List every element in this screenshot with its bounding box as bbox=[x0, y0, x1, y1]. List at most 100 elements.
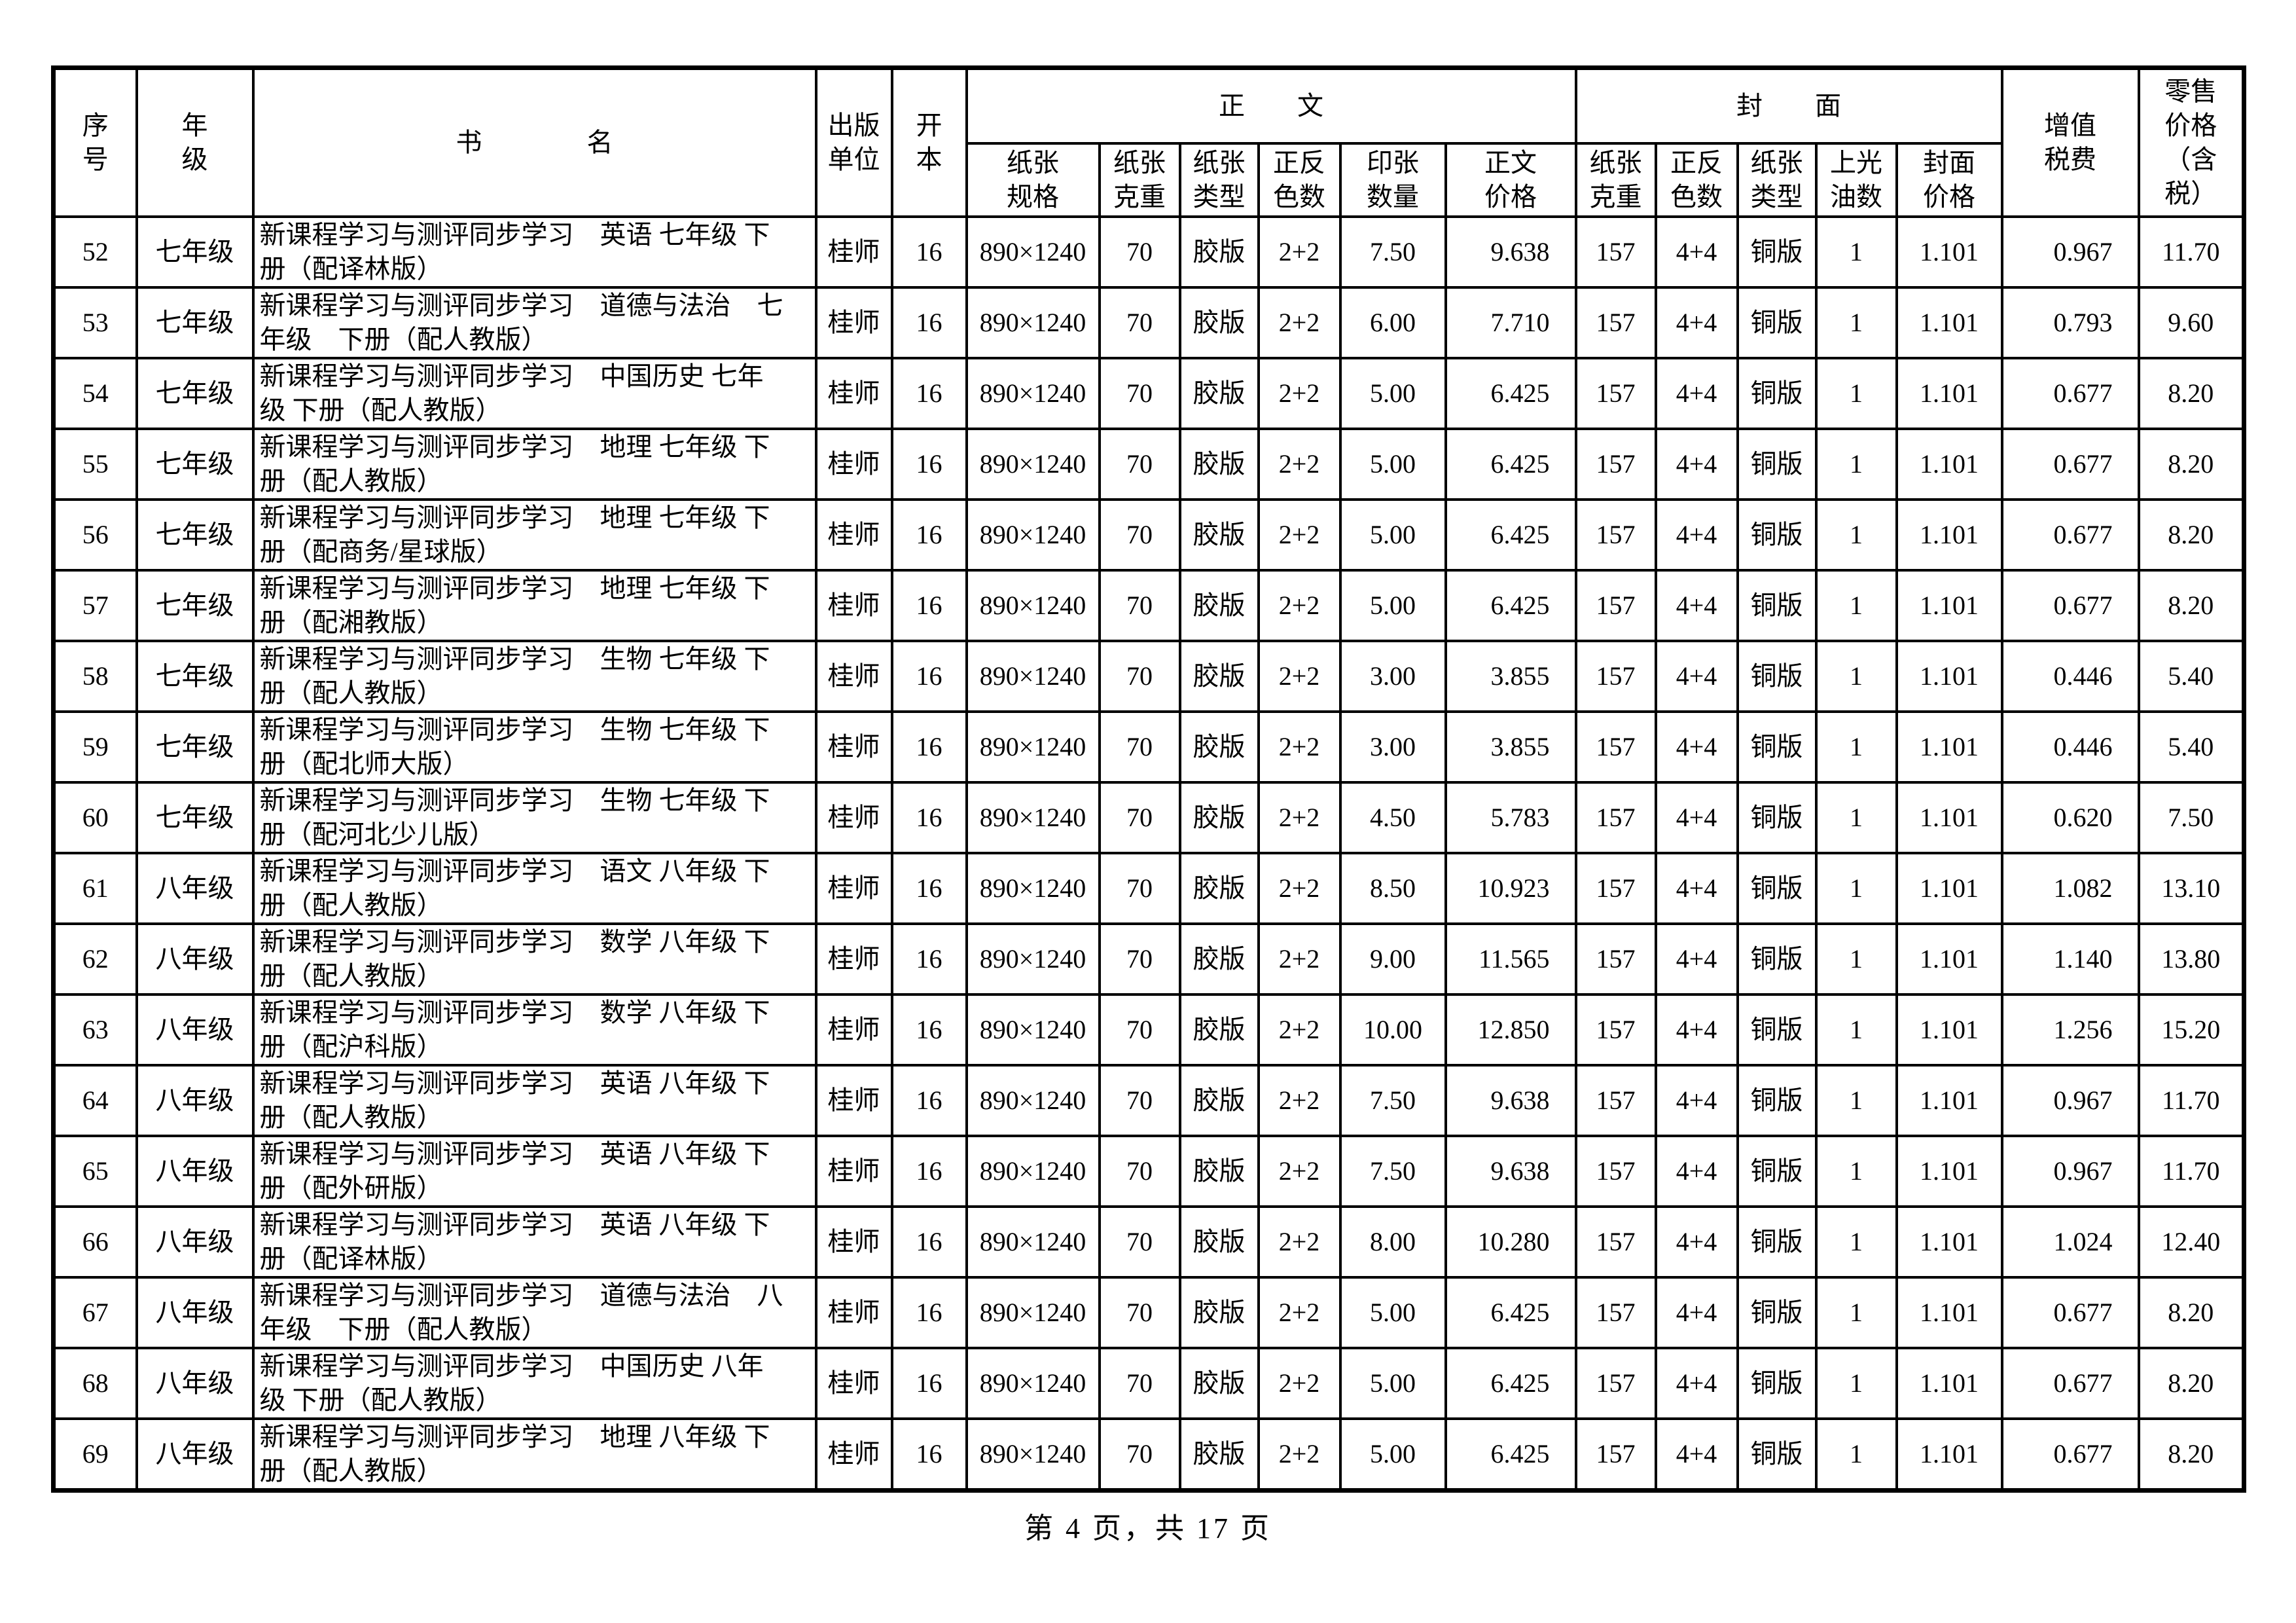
cell-publisher: 桂师 bbox=[814, 357, 893, 430]
cell-cover-varnish-count: 1 bbox=[1814, 1417, 1898, 1492]
cell-cover-paper-type: 铜版 bbox=[1736, 1417, 1818, 1492]
cell-publisher: 桂师 bbox=[814, 640, 893, 713]
cell-cover-paper-type: 铜版 bbox=[1736, 357, 1818, 430]
cell-grade: 七年级 bbox=[135, 781, 255, 854]
header-book-name: 书 名 bbox=[251, 66, 817, 218]
cell-cover-paper-weight: 157 bbox=[1574, 993, 1657, 1067]
table-row: 67 八年级 新课程学习与测评同步学习 道德与法治 八 年级 下册（配人教版） 桂师 1… bbox=[52, 1276, 2246, 1349]
cell-cover-color-count: 4+4 bbox=[1654, 852, 1739, 925]
cell-retail-price: 5.40 bbox=[2137, 640, 2246, 713]
cell-cover-paper-type: 铜版 bbox=[1736, 1064, 1818, 1137]
cell-vat: 0.677 bbox=[2000, 498, 2140, 572]
cell-text-color-count: 2+2 bbox=[1257, 1064, 1342, 1137]
cell-vat: 0.967 bbox=[2000, 1135, 2140, 1208]
cell-text-color-count: 2+2 bbox=[1257, 710, 1342, 784]
cell-text-paper-type: 胶版 bbox=[1178, 357, 1260, 430]
cell-text-color-count: 2+2 bbox=[1257, 1205, 1342, 1279]
cell-text-paper-type: 胶版 bbox=[1178, 710, 1260, 784]
cell-retail-price: 5.40 bbox=[2137, 710, 2246, 784]
cell-book-name: 新课程学习与测评同步学习 地理 七年级 下 册（配湘教版） bbox=[251, 569, 817, 642]
cell-vat: 0.793 bbox=[2000, 286, 2140, 359]
cell-text-paper-weight: 70 bbox=[1098, 1205, 1181, 1279]
cell-text-paper-weight: 70 bbox=[1098, 498, 1181, 572]
cell-cover-color-count: 4+4 bbox=[1654, 1417, 1739, 1492]
cell-retail-price: 8.20 bbox=[2137, 428, 2246, 501]
cell-text-price: 9.638 bbox=[1444, 1064, 1577, 1137]
cell-format: 16 bbox=[890, 852, 968, 925]
cell-cover-paper-weight: 157 bbox=[1574, 1276, 1657, 1349]
cell-grade: 七年级 bbox=[135, 640, 255, 713]
cell-text-paper-type: 胶版 bbox=[1178, 286, 1260, 359]
cell-publisher: 桂师 bbox=[814, 993, 893, 1067]
cell-text-paper-type: 胶版 bbox=[1178, 1276, 1260, 1349]
cell-text-price: 7.710 bbox=[1444, 286, 1577, 359]
cell-text-sheet-count: 3.00 bbox=[1338, 640, 1447, 713]
cell-text-paper-type: 胶版 bbox=[1178, 1205, 1260, 1279]
cell-text-paper-spec: 890×1240 bbox=[965, 498, 1101, 572]
cell-cover-varnish-count: 1 bbox=[1814, 1276, 1898, 1349]
cell-cover-paper-type: 铜版 bbox=[1736, 215, 1818, 289]
table-row: 53 七年级 新课程学习与测评同步学习 道德与法治 七 年级 下册（配人教版） 桂师 1… bbox=[52, 286, 2246, 359]
header-serial: 序 号 bbox=[52, 66, 138, 218]
cell-text-paper-type: 胶版 bbox=[1178, 1347, 1260, 1420]
cell-vat: 1.024 bbox=[2000, 1205, 2140, 1279]
cell-cover-paper-type: 铜版 bbox=[1736, 710, 1818, 784]
cell-publisher: 桂师 bbox=[814, 498, 893, 572]
cell-vat: 1.082 bbox=[2000, 852, 2140, 925]
cell-cover-paper-type: 铜版 bbox=[1736, 922, 1818, 996]
cell-cover-paper-weight: 157 bbox=[1574, 640, 1657, 713]
cell-text-color-count: 2+2 bbox=[1257, 1276, 1342, 1349]
cell-text-color-count: 2+2 bbox=[1257, 215, 1342, 289]
cell-text-sheet-count: 7.50 bbox=[1338, 1135, 1447, 1208]
cell-cover-varnish-count: 1 bbox=[1814, 1347, 1898, 1420]
cell-book-name: 新课程学习与测评同步学习 生物 七年级 下 册（配人教版） bbox=[251, 640, 817, 713]
cell-cover-paper-weight: 157 bbox=[1574, 710, 1657, 784]
cell-serial: 67 bbox=[52, 1276, 138, 1349]
cell-serial: 60 bbox=[52, 781, 138, 854]
cell-serial: 68 bbox=[52, 1347, 138, 1420]
cell-text-paper-type: 胶版 bbox=[1178, 498, 1260, 572]
cell-book-name: 新课程学习与测评同步学习 道德与法治 七 年级 下册（配人教版） bbox=[251, 286, 817, 359]
header-text-group: 正 文 bbox=[965, 66, 1577, 145]
header-row-groups: 序 号 年 级 书 名 出版 单位 开 本 正 文 封 面 增值 税费 零售 价… bbox=[52, 66, 2246, 218]
cell-text-price: 11.565 bbox=[1444, 922, 1577, 996]
cell-text-price: 6.425 bbox=[1444, 569, 1577, 642]
cell-publisher: 桂师 bbox=[814, 569, 893, 642]
cell-cover-color-count: 4+4 bbox=[1654, 286, 1739, 359]
cell-serial: 62 bbox=[52, 922, 138, 996]
cell-book-name: 新课程学习与测评同步学习 地理 八年级 下 册（配人教版） bbox=[251, 1417, 817, 1492]
cell-text-color-count: 2+2 bbox=[1257, 1417, 1342, 1492]
table-row: 63 八年级 新课程学习与测评同步学习 数学 八年级 下 册（配沪科版） 桂师 16 89… bbox=[52, 993, 2246, 1067]
cell-cover-color-count: 4+4 bbox=[1654, 215, 1739, 289]
cell-text-sheet-count: 5.00 bbox=[1338, 569, 1447, 642]
cell-serial: 52 bbox=[52, 215, 138, 289]
cell-cover-price: 1.101 bbox=[1895, 357, 2003, 430]
cell-vat: 0.967 bbox=[2000, 1064, 2140, 1137]
cell-grade: 八年级 bbox=[135, 1064, 255, 1137]
cell-cover-price: 1.101 bbox=[1895, 710, 2003, 784]
table-row: 57 七年级 新课程学习与测评同步学习 地理 七年级 下 册（配湘教版） 桂师 16 89… bbox=[52, 569, 2246, 642]
cell-cover-color-count: 4+4 bbox=[1654, 710, 1739, 784]
cell-text-color-count: 2+2 bbox=[1257, 1135, 1342, 1208]
cell-text-color-count: 2+2 bbox=[1257, 357, 1342, 430]
cell-publisher: 桂师 bbox=[814, 428, 893, 501]
cell-grade: 八年级 bbox=[135, 1135, 255, 1208]
header-retail-price: 零售 价格 （含 税） bbox=[2137, 66, 2246, 218]
cell-cover-varnish-count: 1 bbox=[1814, 710, 1898, 784]
cell-vat: 0.677 bbox=[2000, 428, 2140, 501]
cell-publisher: 桂师 bbox=[814, 286, 893, 359]
cell-vat: 0.677 bbox=[2000, 1417, 2140, 1492]
cell-text-paper-weight: 70 bbox=[1098, 286, 1181, 359]
table-row: 68 八年级 新课程学习与测评同步学习 中国历史 八年 级 下册（配人教版） 桂师 16… bbox=[52, 1347, 2246, 1420]
cell-format: 16 bbox=[890, 993, 968, 1067]
cell-cover-color-count: 4+4 bbox=[1654, 922, 1739, 996]
cell-cover-varnish-count: 1 bbox=[1814, 852, 1898, 925]
table-row: 59 七年级 新课程学习与测评同步学习 生物 七年级 下 册（配北师大版） 桂师 16 8… bbox=[52, 710, 2246, 784]
cell-book-name: 新课程学习与测评同步学习 地理 七年级 下 册（配商务/星球版） bbox=[251, 498, 817, 572]
cell-cover-price: 1.101 bbox=[1895, 1135, 2003, 1208]
header-text-color-count: 正反 色数 bbox=[1257, 142, 1342, 218]
cell-text-color-count: 2+2 bbox=[1257, 428, 1342, 501]
cell-text-paper-spec: 890×1240 bbox=[965, 357, 1101, 430]
table-body: 52 七年级 新课程学习与测评同步学习 英语 七年级 下 册（配译林版） 桂师 16 89… bbox=[52, 215, 2246, 1492]
cell-cover-varnish-count: 1 bbox=[1814, 922, 1898, 996]
